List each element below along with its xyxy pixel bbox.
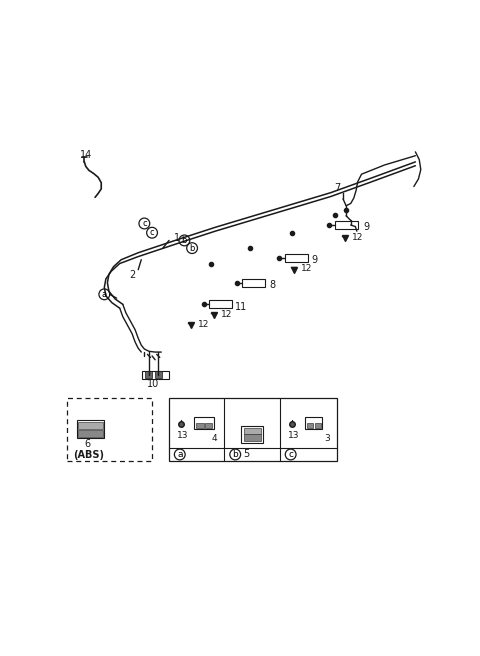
Bar: [305, 417, 322, 429]
Bar: [244, 428, 261, 434]
Bar: [78, 422, 103, 429]
Text: 9: 9: [363, 222, 369, 232]
Text: 2: 2: [129, 270, 135, 280]
Text: 11: 11: [235, 302, 248, 312]
Text: c: c: [142, 219, 147, 228]
Bar: [241, 426, 263, 443]
Text: c: c: [150, 228, 155, 237]
Bar: [205, 423, 212, 428]
Text: c: c: [288, 450, 293, 459]
Text: b: b: [232, 450, 238, 459]
Bar: [155, 371, 162, 379]
Text: a: a: [177, 450, 182, 459]
Bar: [169, 398, 337, 461]
Text: 3: 3: [324, 434, 330, 443]
Text: 12: 12: [301, 264, 313, 274]
Bar: [142, 371, 169, 379]
Bar: [314, 423, 321, 428]
Text: 7: 7: [334, 183, 340, 193]
Text: 6: 6: [84, 440, 90, 449]
Bar: [307, 423, 313, 428]
Text: 4: 4: [211, 434, 217, 443]
Text: 9: 9: [312, 255, 318, 266]
Text: 14: 14: [80, 150, 92, 160]
Text: 12: 12: [198, 320, 210, 329]
Text: 13: 13: [288, 431, 299, 440]
Text: 10: 10: [147, 379, 159, 388]
Text: 1: 1: [174, 233, 180, 243]
Bar: [196, 423, 204, 428]
Bar: [77, 420, 104, 438]
Text: 5: 5: [243, 449, 249, 459]
Bar: [194, 417, 214, 429]
Bar: [78, 430, 103, 437]
Bar: [242, 279, 265, 287]
Bar: [145, 371, 152, 379]
Bar: [285, 255, 308, 262]
Text: b: b: [190, 243, 195, 253]
Text: 12: 12: [352, 233, 364, 242]
Text: a: a: [102, 290, 107, 299]
Text: 13: 13: [177, 431, 188, 440]
Text: (ABS): (ABS): [73, 450, 105, 461]
Bar: [244, 434, 261, 441]
Text: 8: 8: [269, 280, 275, 290]
Text: 12: 12: [221, 310, 233, 319]
Bar: [209, 300, 232, 308]
Bar: [335, 221, 358, 229]
Text: b: b: [182, 236, 187, 245]
